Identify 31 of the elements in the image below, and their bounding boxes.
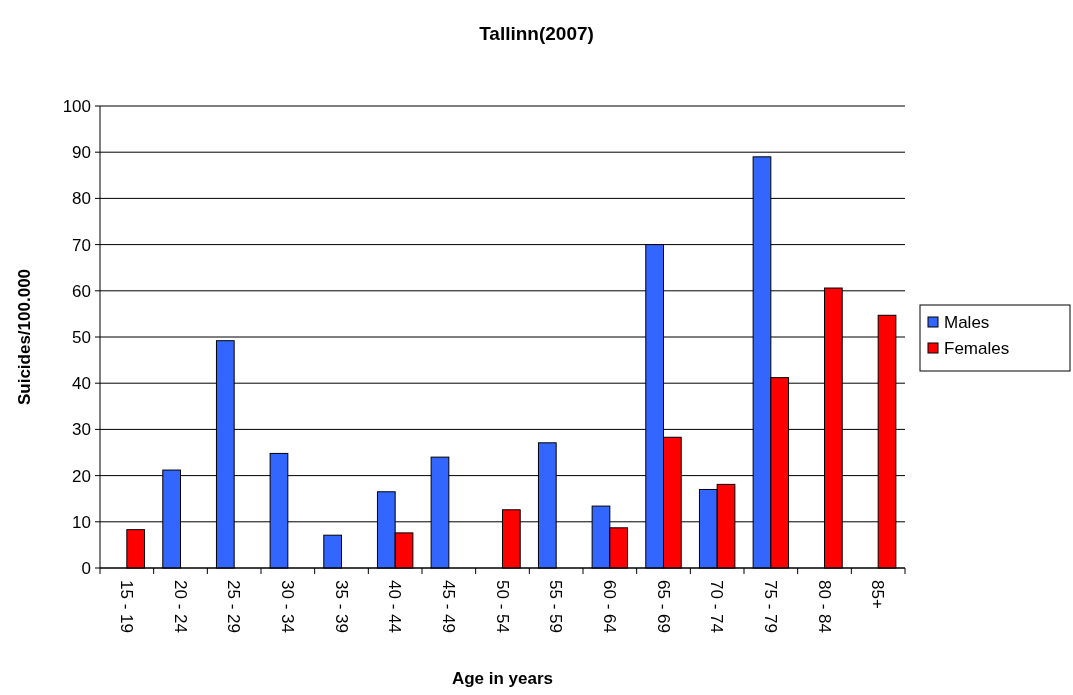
x-tick-label: 50 - 54 <box>492 580 512 633</box>
x-tick-label: 25 - 29 <box>224 580 244 633</box>
x-tick-label: 70 - 74 <box>707 580 727 633</box>
x-axis-title: Age in years <box>451 669 554 688</box>
x-tick-label: 75 - 79 <box>760 580 780 633</box>
y-tick-label: 100 <box>62 96 91 116</box>
x-tick-label: 45 - 49 <box>438 580 458 633</box>
x-tick-label: 40 - 44 <box>385 580 405 633</box>
chart-title: Tallinn(2007) <box>479 23 594 44</box>
x-tick-label: 85+ <box>868 580 888 609</box>
x-tick-label: 15 - 19 <box>116 580 136 633</box>
y-tick-label: 80 <box>72 189 91 209</box>
y-tick-label: 30 <box>72 420 91 440</box>
x-tick-label: 20 - 24 <box>170 580 190 633</box>
y-tick-label: 90 <box>72 143 91 163</box>
x-tick-label: 60 - 64 <box>599 580 619 633</box>
y-tick-label: 70 <box>72 235 91 255</box>
x-tick-label: 80 - 84 <box>814 580 834 633</box>
legend-label: Males <box>944 312 990 332</box>
y-tick-label: 10 <box>72 512 91 532</box>
y-tick-label: 0 <box>81 558 91 578</box>
x-tick-label: 55 - 59 <box>546 580 566 633</box>
y-tick-label: 40 <box>72 374 91 394</box>
legend-label: Females <box>944 338 1010 358</box>
y-axis-title: Suicides/100.000 <box>15 268 34 406</box>
y-tick-label: 50 <box>72 327 91 347</box>
y-tick-label: 20 <box>72 466 91 486</box>
x-tick-label: 30 - 34 <box>277 580 297 633</box>
y-tick-label: 60 <box>72 281 91 301</box>
x-tick-label: 65 - 69 <box>653 580 673 633</box>
x-tick-label: 35 - 39 <box>331 580 351 633</box>
